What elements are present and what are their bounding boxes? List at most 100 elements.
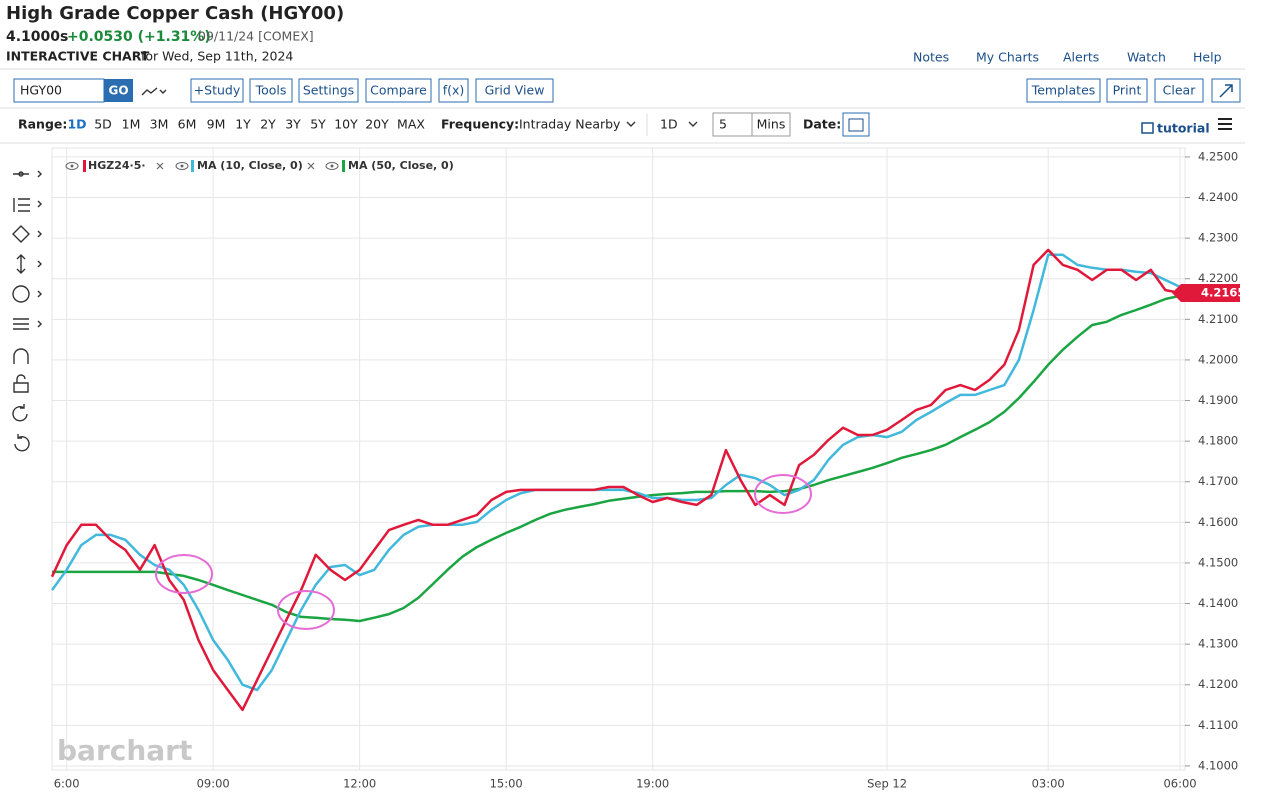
series-line <box>50 248 1181 712</box>
x-tick-label: 09:00 <box>197 777 230 791</box>
nav-link[interactable]: Watch <box>1127 50 1166 65</box>
x-tick-label: 03:00 <box>1032 777 1065 791</box>
watermark: barchart <box>57 734 192 767</box>
range-option[interactable]: 2Y <box>260 117 276 132</box>
range-option[interactable]: 1Y <box>235 117 251 132</box>
y-tick-label: 4.1300 <box>1198 637 1238 651</box>
range-option[interactable]: 6M <box>178 117 197 132</box>
legend-eye[interactable] <box>325 162 339 170</box>
legend-eye[interactable] <box>65 162 79 170</box>
menu-icon[interactable] <box>1218 118 1232 130</box>
x-tick-label: 15:00 <box>490 777 523 791</box>
last-value-tag <box>1172 283 1240 302</box>
frequency-label: Frequency: <box>441 117 519 132</box>
go-button[interactable] <box>104 79 133 102</box>
nav-link[interactable]: Alerts <box>1063 50 1099 65</box>
frequency[interactable]: Intraday Nearby <box>519 117 621 132</box>
legend-swatch <box>83 160 86 172</box>
calendar-icon <box>848 118 864 132</box>
toolbar-button[interactable] <box>190 78 244 103</box>
go-label: GO <box>108 84 128 98</box>
range-option[interactable]: 1M <box>122 117 141 132</box>
legend-swatch <box>191 160 194 172</box>
range-option[interactable]: 20Y <box>365 117 389 132</box>
x-tick-label: 06:00 <box>1163 777 1196 791</box>
tool-lock[interactable] <box>13 374 29 393</box>
change: +0.0530 (+1.31%) <box>67 29 211 45</box>
toolbar-button-label: Tools <box>255 83 287 98</box>
tool-fib[interactable] <box>13 198 30 212</box>
y-tick-label: 4.1000 <box>1198 758 1238 772</box>
tool-magnet[interactable] <box>13 348 29 364</box>
range-option[interactable]: 3M <box>150 117 169 132</box>
nav-link[interactable]: My Charts <box>976 50 1039 65</box>
y-tick-label: 4.2300 <box>1198 231 1238 245</box>
toolbar-button-label: +Study <box>194 83 241 98</box>
y-tick-label: 4.1500 <box>1198 555 1238 569</box>
legend-eye[interactable] <box>175 162 189 170</box>
toolbar-button-label: Compare <box>370 83 427 98</box>
range-option[interactable]: 5D <box>94 117 112 132</box>
toolbar-button-label: f(x) <box>443 83 465 98</box>
range-option[interactable]: 5Y <box>310 117 326 132</box>
tool-arrows <box>37 170 42 328</box>
unit: Mins <box>757 117 786 132</box>
tool-shape[interactable] <box>12 225 30 243</box>
range-option[interactable]: 1D <box>67 117 86 132</box>
y-tick-label: 4.1200 <box>1198 677 1238 691</box>
legend-swatch <box>342 160 345 172</box>
tool-b[interactable] <box>12 285 30 303</box>
legend-eye-pupil <box>70 164 74 168</box>
range-option[interactable]: 3Y <box>285 117 301 132</box>
date-label: Date: <box>803 117 841 132</box>
highlight-circle <box>754 474 812 514</box>
y-tick-label: 4.1600 <box>1198 515 1238 529</box>
plot-frame <box>51 147 1186 771</box>
toolbar-button[interactable] <box>438 78 469 103</box>
toolbar-button[interactable] <box>249 78 293 103</box>
nav-link[interactable]: Notes <box>913 50 949 65</box>
tool-line[interactable] <box>13 171 29 177</box>
price: 4.1000s <box>6 29 68 45</box>
plot <box>50 148 1190 770</box>
tutorial[interactable]: tutorial <box>1157 121 1210 136</box>
range-option[interactable]: 9M <box>207 117 226 132</box>
toolbar-button[interactable] <box>365 78 432 103</box>
tool-measure[interactable] <box>16 254 26 274</box>
toolbar-button[interactable] <box>475 78 554 103</box>
chart-style-icon[interactable] <box>141 87 167 96</box>
unit-box[interactable] <box>751 112 791 137</box>
toolbar-button[interactable] <box>1154 78 1204 103</box>
period[interactable]: 1D <box>660 117 678 132</box>
y-tick-label: 4.2100 <box>1198 312 1238 326</box>
toolbar-button-label: Settings <box>303 83 354 98</box>
legend-label: HGZ24·5· <box>88 159 146 172</box>
nav-link[interactable]: Help <box>1193 50 1222 65</box>
y-tick-label: 4.1900 <box>1198 393 1238 407</box>
toolbar-button-label: Clear <box>1163 83 1197 98</box>
y-tick-label: 4.2000 <box>1198 352 1238 366</box>
legend-eye-pupil <box>330 164 334 168</box>
y-tick-label: 4.2400 <box>1198 190 1238 204</box>
range-option[interactable]: MAX <box>397 117 425 132</box>
toolbar-button[interactable] <box>298 78 359 103</box>
y-tick-label: 4.1100 <box>1198 718 1238 732</box>
date-button[interactable] <box>842 112 870 137</box>
toolbar-button[interactable] <box>1026 78 1101 103</box>
legend-close[interactable] <box>307 162 315 170</box>
range-option[interactable]: 10Y <box>334 117 358 132</box>
symbol: HGY00 <box>20 83 62 98</box>
tool-undo[interactable] <box>12 404 28 422</box>
tutorial-icon <box>1141 122 1154 134</box>
dropdown-icon <box>626 121 636 127</box>
legend-close[interactable] <box>156 162 164 170</box>
toolbar-button[interactable] <box>1106 78 1148 103</box>
legend-label: MA (50, Close, 0) <box>348 159 454 172</box>
date-exchange: 09/11/24 [COMEX] <box>198 29 314 44</box>
last-value-label: 4.2165 <box>1201 285 1245 299</box>
toolbar-button-label: Grid View <box>485 83 545 98</box>
tool-redo[interactable] <box>14 434 30 452</box>
tool-settings[interactable] <box>13 318 29 330</box>
